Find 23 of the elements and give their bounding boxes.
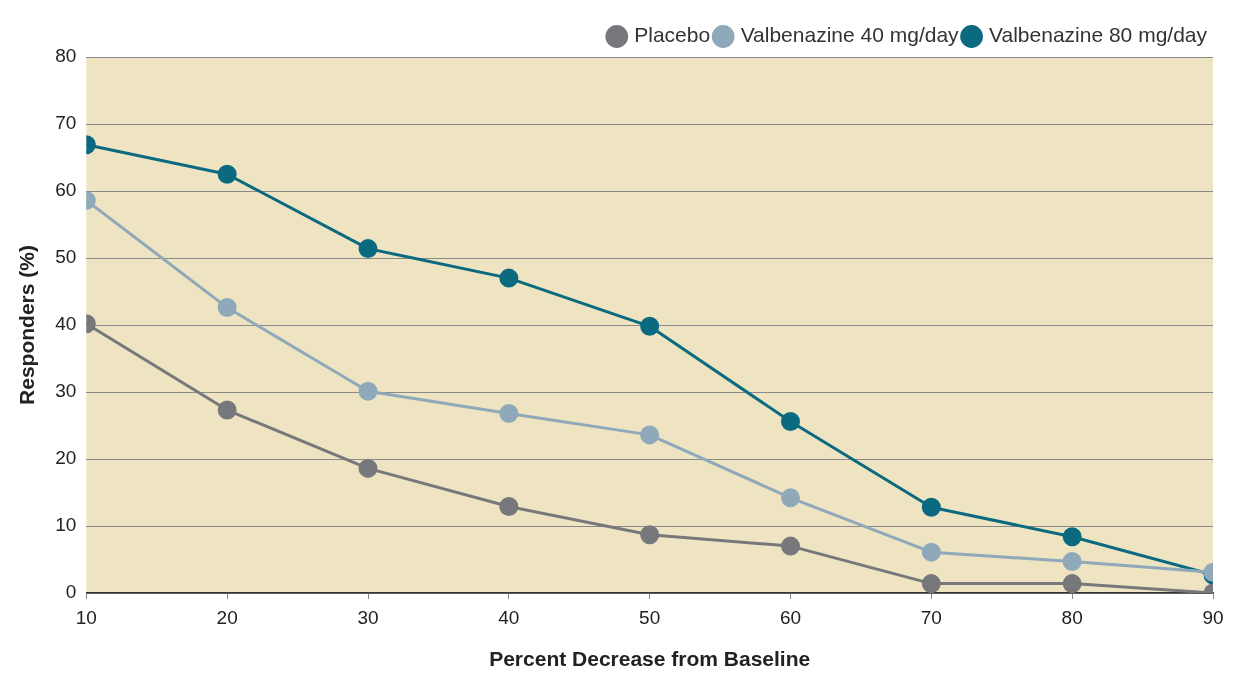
y-tick-label: 60	[55, 179, 77, 201]
legend-label: Placebo	[634, 23, 711, 47]
y-tick-label: 30	[55, 380, 77, 402]
x-tick-label: 50	[639, 606, 661, 628]
y-tick-label: 80	[55, 45, 77, 67]
y-axis-title: Responders (%)	[15, 245, 39, 405]
x-axis-title: Percent Decrease from Baseline	[489, 647, 811, 671]
legend-label: Valbenazine 80 mg/day	[989, 23, 1208, 47]
y-tick-label: 0	[65, 581, 77, 603]
x-tick-label: 90	[1202, 606, 1224, 628]
x-tick-label: 30	[357, 606, 379, 628]
y-tick-label: 20	[55, 447, 77, 469]
x-tick-label: 70	[920, 606, 942, 628]
x-tick-label: 80	[1061, 606, 1083, 628]
x-tick-label: 60	[779, 606, 802, 628]
y-tick-label: 10	[55, 514, 77, 536]
x-tick-label: 40	[498, 606, 520, 628]
x-tick-label: 20	[216, 606, 238, 628]
legend-label: Valbenazine 40 mg/day	[740, 23, 960, 47]
y-tick-label: 70	[55, 112, 77, 134]
y-tick-label: 40	[55, 313, 77, 335]
y-tick-label: 50	[55, 246, 77, 268]
x-tick-label: 10	[75, 606, 97, 628]
